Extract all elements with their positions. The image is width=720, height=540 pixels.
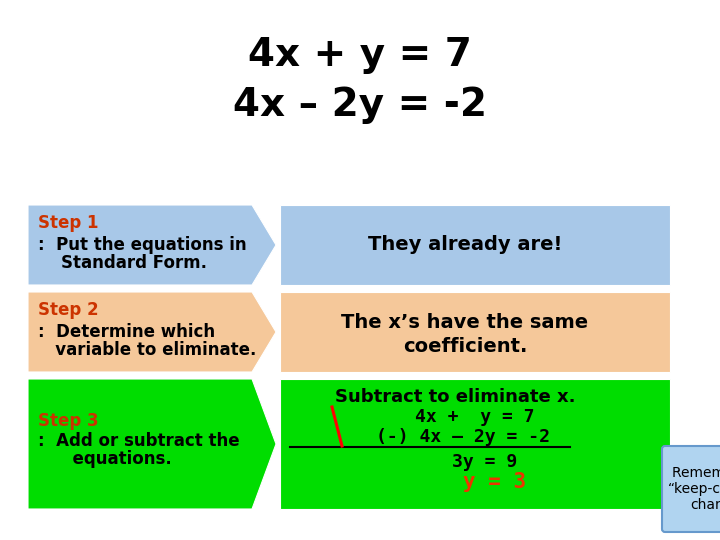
Polygon shape	[28, 379, 276, 509]
FancyBboxPatch shape	[662, 446, 720, 532]
Text: Step 3: Step 3	[38, 412, 99, 430]
Polygon shape	[280, 205, 670, 285]
Text: The x’s have the same: The x’s have the same	[341, 313, 588, 332]
Text: 4x – 2y = -2: 4x – 2y = -2	[233, 86, 487, 124]
Text: Step 2: Step 2	[38, 301, 99, 319]
Text: Standard Form.: Standard Form.	[38, 254, 207, 272]
Text: Remember to
“keep-change-
change”: Remember to “keep-change- change”	[668, 466, 720, 512]
Text: y = 3: y = 3	[464, 472, 526, 492]
Text: coefficient.: coefficient.	[402, 336, 527, 355]
Text: :  Put the equations in: : Put the equations in	[38, 236, 247, 254]
Text: 4x + y = 7: 4x + y = 7	[248, 36, 472, 74]
Text: 3y = 9: 3y = 9	[452, 453, 518, 471]
Text: :  Add or subtract the: : Add or subtract the	[38, 432, 240, 450]
Text: Step 1: Step 1	[38, 214, 99, 232]
Text: equations.: equations.	[38, 450, 172, 468]
Text: variable to eliminate.: variable to eliminate.	[38, 341, 256, 359]
Polygon shape	[28, 205, 276, 285]
Polygon shape	[280, 379, 670, 509]
Polygon shape	[28, 292, 276, 372]
Text: 4x +  y = 7: 4x + y = 7	[415, 408, 535, 426]
Text: :  Determine which: : Determine which	[38, 323, 215, 341]
Polygon shape	[280, 292, 670, 372]
Text: They already are!: They already are!	[368, 235, 562, 254]
Text: (-) 4x – 2y = -2: (-) 4x – 2y = -2	[376, 428, 550, 446]
Text: Subtract to eliminate x.: Subtract to eliminate x.	[335, 388, 575, 406]
